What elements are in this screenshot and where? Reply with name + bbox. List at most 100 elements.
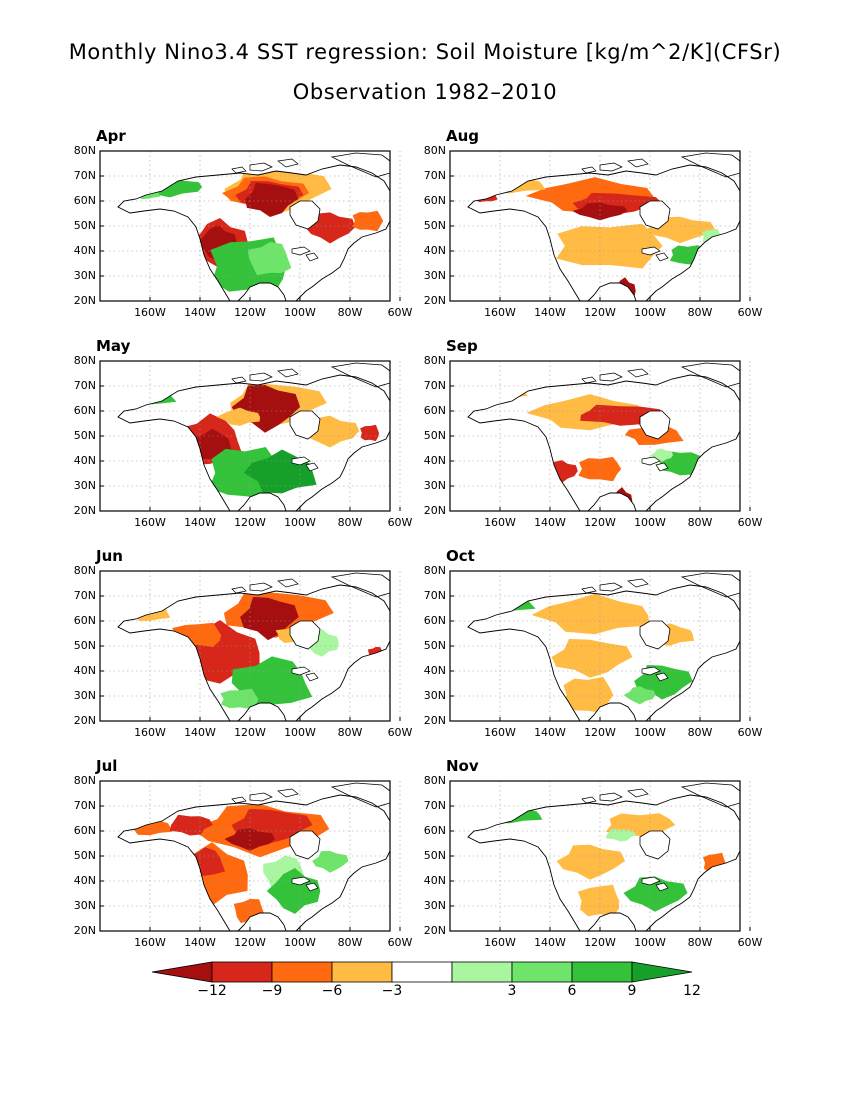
lat-label: 30N [73,899,96,912]
lat-label: 40N [423,664,446,677]
anomaly-region [623,686,656,705]
colorbar-tick-label: 9 [627,983,637,999]
hudson-bay [639,410,671,440]
lon-label: 60W [737,726,763,739]
coastline [467,164,741,302]
lon-label: 80W [687,306,713,319]
map-canvas-aug [449,150,751,302]
lat-label: 60N [423,824,446,837]
lat-label: 80N [423,564,446,577]
lon-label: 140W [534,306,566,319]
hudson-bay [639,620,671,650]
lat-label: 60N [73,824,96,837]
lat-label: 30N [73,689,96,702]
lat-label: 50N [423,639,446,652]
anomaly-region [125,817,173,836]
lon-label: 60W [387,516,413,529]
great-lake [305,462,319,472]
lat-label: 50N [73,849,96,862]
hudson-bay [289,200,321,230]
arctic-island [277,788,299,798]
anomaly-region [556,223,663,269]
hudson-bay [289,830,321,860]
lat-label: 40N [423,244,446,257]
lat-label: 70N [423,799,446,812]
panel-title-apr: Apr [96,127,126,145]
lon-label: 140W [534,936,566,949]
colorbar [151,961,693,983]
great-lake [655,462,669,472]
arctic-island [599,372,623,382]
anomaly-region [545,460,578,483]
lat-label: 20N [423,504,446,517]
lon-label: 60W [387,726,413,739]
lon-label: 160W [484,936,516,949]
lon-label: 120W [234,726,266,739]
anomaly-region [703,852,726,873]
map-panel-apr: Apr 80N 70N 60N 50N 40N 30N 20N 160W 140W 120W 100… [50,127,450,327]
anomaly-region [472,594,536,612]
map-canvas-nov [449,780,751,932]
arctic-island [627,158,649,168]
lat-label: 70N [423,379,446,392]
lon-label: 140W [534,516,566,529]
anomaly-field-oct [472,593,695,714]
lon-label: 120W [584,516,616,529]
hudson-bay [289,410,321,440]
anomaly-region [562,676,614,714]
map-panel-oct: Oct 80N 70N 60N 50N 40N 30N 20N 160W 140W 120W 100… [400,547,800,747]
panel-title-nov: Nov [446,757,479,775]
colorbar-segment [391,961,453,983]
lat-label: 40N [73,244,96,257]
lat-label: 40N [423,454,446,467]
lat-label: 30N [423,689,446,702]
lon-label: 100W [634,936,666,949]
lon-label: 140W [184,306,216,319]
anomaly-region [233,899,265,923]
lat-label: 80N [73,564,96,577]
great-lake [291,456,311,466]
great-lake [305,672,319,682]
lon-label: 60W [387,936,413,949]
arctic-island [249,162,273,172]
lat-label: 20N [423,924,446,937]
lat-label: 70N [73,799,96,812]
arctic-island [249,372,273,382]
anomaly-field-aug [470,175,721,301]
lat-label: 80N [423,144,446,157]
arctic-island [599,162,623,172]
lon-label: 120W [584,306,616,319]
lon-label: 120W [234,936,266,949]
lat-label: 80N [73,774,96,787]
lon-label: 140W [534,726,566,739]
lat-label: 60N [73,194,96,207]
lon-label: 140W [184,726,216,739]
anomaly-region [551,638,633,678]
great-lake [291,246,311,256]
lat-label: 70N [73,379,96,392]
lon-label: 80W [687,936,713,949]
map-canvas-apr [99,150,401,302]
anomaly-region [470,175,546,194]
anomaly-region [312,850,349,873]
anomaly-region [473,805,543,824]
lon-label: 120W [234,306,266,319]
colorbar-arrow-left [151,961,213,983]
arctic-island [627,788,649,798]
anomaly-region [172,622,222,647]
lon-label: 100W [284,516,316,529]
lon-label: 160W [484,726,516,739]
lat-label: 70N [423,169,446,182]
hudson-bay [289,620,321,650]
map-panel-nov: Nov 80N 70N 60N 50N 40N 30N 20N 160W 140W 120W 100… [400,757,800,957]
panel-title-jul: Jul [96,757,118,775]
arctic-island [581,376,597,384]
lat-label: 70N [73,589,96,602]
lat-label: 50N [73,219,96,232]
arctic-island [231,376,247,384]
anomaly-region [216,407,261,426]
lon-label: 80W [337,516,363,529]
lat-label: 50N [423,429,446,442]
arctic-island [627,578,649,588]
lat-label: 40N [423,874,446,887]
